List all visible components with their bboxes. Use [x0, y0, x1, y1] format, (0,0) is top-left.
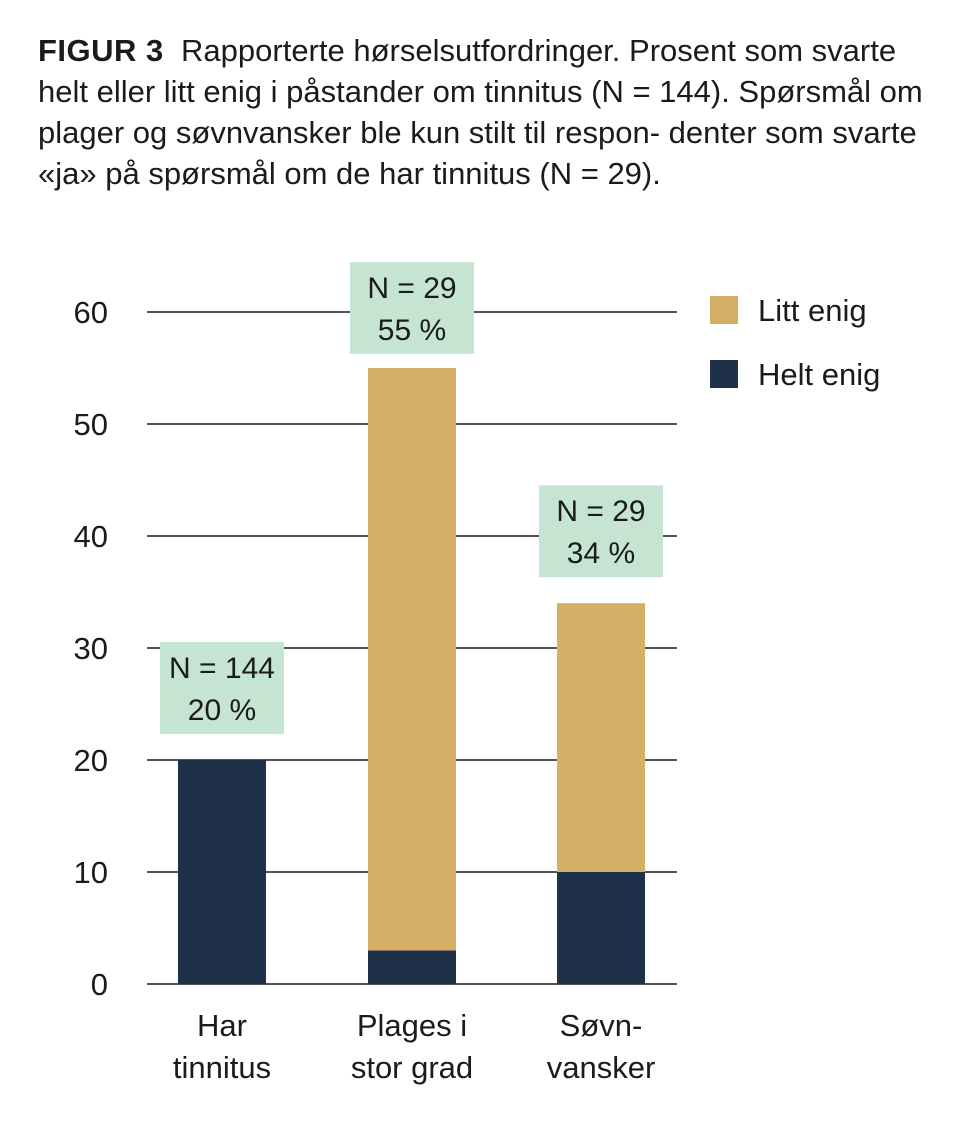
- bars: [178, 368, 645, 984]
- annotation-label: 55 %: [378, 314, 446, 347]
- x-axis-labels: Har tinnitus Plages i stor grad Søvn-vansker: [173, 1008, 655, 1085]
- y-tick-label: 20: [74, 743, 108, 778]
- annotation-box: [350, 262, 474, 354]
- bar-annotations: N = 144 20 % N = 29 55 % N = 29 34 %: [160, 262, 663, 734]
- bar-segment: [557, 872, 645, 984]
- annotation-box: [539, 485, 663, 578]
- bar-segment: [557, 603, 645, 872]
- figure-caption: FIGUR 3 Rapporterte hørselsutfordringer.…: [38, 30, 928, 194]
- y-tick-label: 60: [74, 295, 108, 330]
- x-tick-label: Søvn-: [560, 1008, 643, 1043]
- legend-label: Helt enig: [758, 357, 880, 392]
- bar-annotation: N = 29 55 %: [350, 262, 474, 354]
- annotation-label: 20 %: [188, 694, 256, 727]
- y-tick-label: 50: [74, 407, 108, 442]
- bar-annotation: N = 144 20 %: [160, 642, 284, 734]
- y-tick-label: 30: [74, 631, 108, 666]
- y-tick-label: 40: [74, 519, 108, 554]
- x-tick-label: vansker: [547, 1050, 656, 1085]
- x-tick-label: Har: [197, 1008, 247, 1043]
- bar-segment: [368, 950, 456, 984]
- legend: Litt enig Helt enig: [710, 293, 880, 392]
- x-tick-label: tinnitus: [173, 1050, 271, 1085]
- annotation-label: N = 144: [169, 652, 275, 685]
- x-tick-label: Plages i: [357, 1008, 467, 1043]
- annotation-box: [160, 642, 284, 734]
- annotation-label: N = 29: [367, 272, 456, 305]
- bar-segment: [178, 760, 266, 984]
- figure-caption-text: Rapporterte hørselsutfordringer. Prosent…: [38, 33, 923, 191]
- bar-segment: [368, 368, 456, 951]
- legend-swatch: [710, 360, 738, 388]
- y-tick-label: 10: [74, 855, 108, 890]
- legend-swatch: [710, 296, 738, 324]
- annotation-label: 34 %: [567, 537, 635, 570]
- y-axis-ticks: 0 10 20 30 40 50 60: [74, 295, 108, 1002]
- bar-annotation: N = 29 34 %: [539, 485, 663, 578]
- annotation-label: N = 29: [556, 495, 645, 528]
- legend-label: Litt enig: [758, 293, 867, 328]
- x-tick-label: stor grad: [351, 1050, 473, 1085]
- y-tick-label: 0: [91, 967, 108, 1002]
- figure-label: FIGUR 3: [38, 33, 164, 68]
